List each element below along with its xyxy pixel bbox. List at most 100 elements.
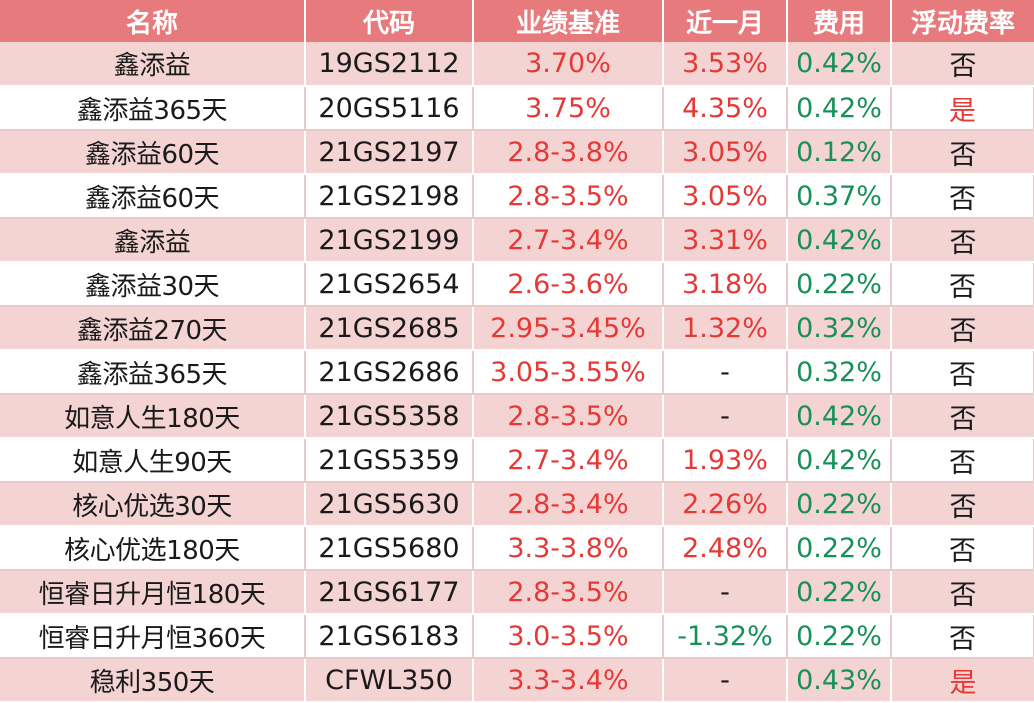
cell-floating-rate: 否 bbox=[891, 42, 1034, 87]
table-row: 鑫添益 19GS2112 3.70% 3.53% 0.42% 否 bbox=[0, 42, 1034, 87]
cell-benchmark: 3.05-3.55% bbox=[473, 350, 664, 395]
cell-name: 鑫添益60天 bbox=[0, 130, 306, 175]
cell-month: 3.18% bbox=[663, 262, 788, 307]
cell-fee: 0.12% bbox=[787, 130, 892, 175]
cell-fee: 0.22% bbox=[787, 262, 892, 307]
cell-name: 恒睿日升月恒360天 bbox=[0, 614, 306, 659]
cell-name: 如意人生180天 bbox=[0, 394, 306, 439]
header-benchmark: 业绩基准 bbox=[473, 0, 664, 42]
table-row: 稳利350天 CFWL350 3.3-3.4% -0.43% 是 bbox=[0, 658, 1034, 703]
cell-code: 21GS6177 bbox=[305, 570, 474, 615]
table-row: 如意人生90天 21GS5359 2.7-3.4% 1.93% 0.42% 否 bbox=[0, 438, 1034, 483]
cell-name: 鑫添益270天 bbox=[0, 306, 306, 351]
cell-name: 鑫添益60天 bbox=[0, 174, 306, 219]
cell-floating-rate: 否 bbox=[891, 482, 1034, 527]
cell-benchmark: 3.75% bbox=[473, 86, 664, 131]
table-row: 鑫添益365天 21GS2686 3.05-3.55% -0.32% 否 bbox=[0, 350, 1034, 395]
header-name: 名称 bbox=[0, 0, 306, 42]
cell-benchmark: 2.7-3.4% bbox=[473, 218, 664, 263]
header-code: 代码 bbox=[305, 0, 474, 42]
header-month: 近一月 bbox=[663, 0, 788, 42]
cell-code: 21GS2198 bbox=[305, 174, 474, 219]
cell-fee: 0.42% bbox=[787, 438, 892, 483]
cell-name: 如意人生90天 bbox=[0, 438, 306, 483]
cell-fee: 0.37% bbox=[787, 174, 892, 219]
cell-name: 核心优选180天 bbox=[0, 526, 306, 571]
cell-code: 19GS2112 bbox=[305, 42, 474, 87]
cell-month: 1.32% bbox=[663, 306, 788, 351]
cell-benchmark: 3.0-3.5% bbox=[473, 614, 664, 659]
cell-fee: 0.43% bbox=[787, 658, 892, 703]
table-row: 核心优选180天 21GS5680 3.3-3.8% 2.48% 0.22% 否 bbox=[0, 526, 1034, 571]
cell-benchmark: 2.6-3.6% bbox=[473, 262, 664, 307]
header-fee: 费用 bbox=[787, 0, 892, 42]
cell-month: 3.53% bbox=[663, 42, 788, 87]
cell-benchmark: 3.3-3.8% bbox=[473, 526, 664, 571]
cell-month: 2.26% bbox=[663, 482, 788, 527]
cell-code: 21GS2197 bbox=[305, 130, 474, 175]
cell-fee: 0.22% bbox=[787, 570, 892, 615]
cell-fee: 0.22% bbox=[787, 482, 892, 527]
cell-name: 鑫添益 bbox=[0, 218, 306, 263]
cell-month: 2.48% bbox=[663, 526, 788, 571]
cell-fee: 0.42% bbox=[787, 42, 892, 87]
cell-code: 21GS5680 bbox=[305, 526, 474, 571]
cell-fee: 0.42% bbox=[787, 86, 892, 131]
cell-fee: 0.32% bbox=[787, 306, 892, 351]
cell-code: 21GS2685 bbox=[305, 306, 474, 351]
cell-benchmark: 3.3-3.4% bbox=[473, 658, 664, 703]
table-row: 恒睿日升月恒360天 21GS6183 3.0-3.5% -1.32% 0.22% 否 bbox=[0, 614, 1034, 659]
table-row: 鑫添益60天 21GS2197 2.8-3.8% 3.05% 0.12% 否 bbox=[0, 130, 1034, 175]
cell-floating-rate: 否 bbox=[891, 174, 1034, 219]
cell-month: -1.32% bbox=[663, 614, 788, 659]
cell-benchmark: 2.8-3.5% bbox=[473, 174, 664, 219]
cell-benchmark: 2.8-3.8% bbox=[473, 130, 664, 175]
cell-floating-rate: 是 bbox=[891, 658, 1034, 703]
cell-name: 鑫添益 bbox=[0, 42, 306, 87]
table-row: 如意人生180天 21GS5358 2.8-3.5% -0.42% 否 bbox=[0, 394, 1034, 439]
table-body: 鑫添益 19GS2112 3.70% 3.53% 0.42% 否鑫添益365天 20GS51… bbox=[0, 42, 1034, 703]
cell-month: - bbox=[663, 658, 788, 703]
cell-name: 稳利350天 bbox=[0, 658, 306, 703]
cell-code: 21GS2199 bbox=[305, 218, 474, 263]
cell-benchmark: 2.8-3.5% bbox=[473, 394, 664, 439]
cell-name: 鑫添益365天 bbox=[0, 86, 306, 131]
header-floating-rate: 浮动费率 bbox=[910, 8, 1015, 39]
cell-benchmark: 2.8-3.4% bbox=[473, 482, 664, 527]
cell-floating-rate: 否 bbox=[891, 218, 1034, 263]
cell-code: 20GS5116 bbox=[305, 86, 474, 131]
cell-name: 恒睿日升月恒180天 bbox=[0, 570, 306, 615]
cell-benchmark: 2.7-3.4% bbox=[473, 438, 664, 483]
cell-code: 21GS5359 bbox=[305, 438, 474, 483]
table-row: 鑫添益 21GS2199 2.7-3.4% 3.31% 0.42% 否 bbox=[0, 218, 1034, 263]
table-row: 鑫添益30天 21GS2654 2.6-3.6% 3.18% 0.22% 否 bbox=[0, 262, 1034, 307]
cell-month: 3.31% bbox=[663, 218, 788, 263]
cell-floating-rate: 否 bbox=[891, 262, 1034, 307]
cell-fee: 0.42% bbox=[787, 394, 892, 439]
cell-floating-rate: 否 bbox=[891, 394, 1034, 439]
cell-benchmark: 3.70% bbox=[473, 42, 664, 87]
table-row: 鑫添益365天 20GS5116 3.75% 4.35% 0.42% 是 bbox=[0, 86, 1034, 131]
cell-fee: 0.42% bbox=[787, 218, 892, 263]
cell-month: 3.05% bbox=[663, 174, 788, 219]
header-row: 名称 代码 业绩基准 近一月 费用 浮动费率 bbox=[0, 0, 1034, 42]
cell-fee: 0.22% bbox=[787, 614, 892, 659]
cell-benchmark: 2.8-3.5% bbox=[473, 570, 664, 615]
cell-floating-rate: 是 bbox=[891, 86, 1034, 131]
cell-code: 21GS6183 bbox=[305, 614, 474, 659]
table-row: 鑫添益60天 21GS2198 2.8-3.5% 3.05% 0.37% 否 bbox=[0, 174, 1034, 219]
cell-floating-rate: 否 bbox=[891, 438, 1034, 483]
cell-floating-rate: 否 bbox=[891, 526, 1034, 571]
table-row: 鑫添益270天 21GS2685 2.95-3.45% 1.32% 0.32% 否 bbox=[0, 306, 1034, 351]
cell-fee: 0.22% bbox=[787, 526, 892, 571]
cell-fee: 0.32% bbox=[787, 350, 892, 395]
cell-month: - bbox=[663, 394, 788, 439]
table-row: 核心优选30天 21GS5630 2.8-3.4% 2.26% 0.22% 否 bbox=[0, 482, 1034, 527]
cell-month: - bbox=[663, 350, 788, 395]
cell-code: 21GS5630 bbox=[305, 482, 474, 527]
table-row: 恒睿日升月恒180天 21GS6177 2.8-3.5% -0.22% 否 bbox=[0, 570, 1034, 615]
cell-floating-rate: 否 bbox=[891, 130, 1034, 175]
cell-floating-rate: 否 bbox=[891, 570, 1034, 615]
cell-benchmark: 2.95-3.45% bbox=[473, 306, 664, 351]
